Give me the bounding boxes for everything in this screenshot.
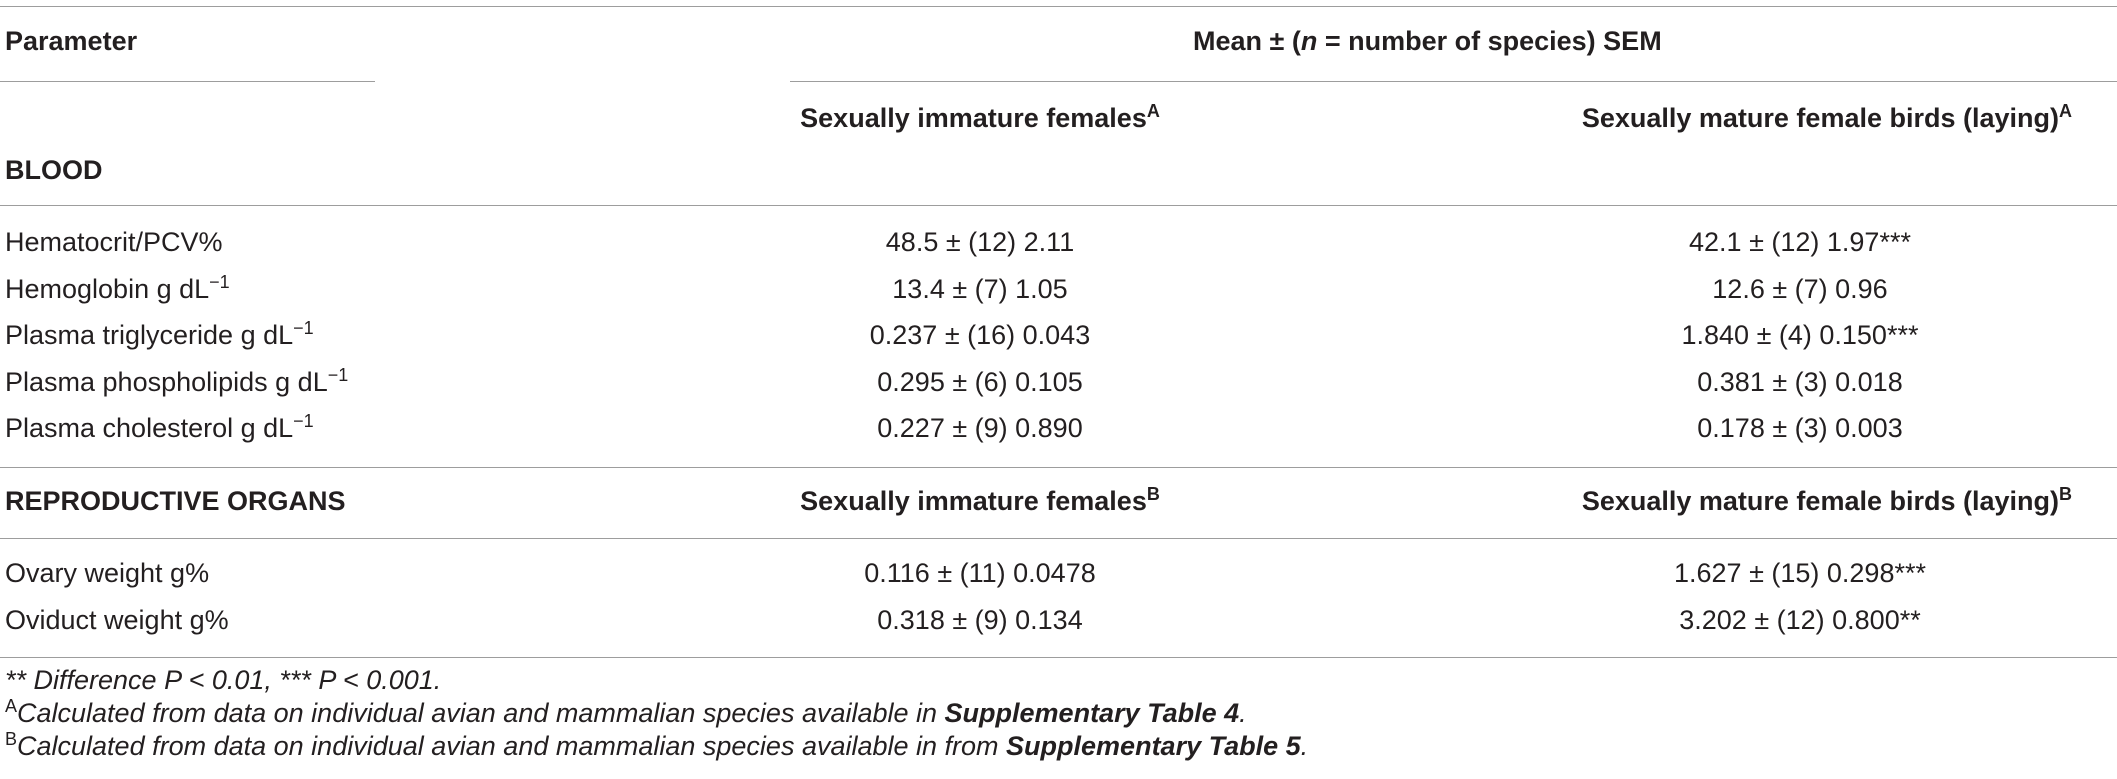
row-value-immature: 48.5 ± (12) 2.11 — [885, 227, 1075, 257]
row-value-mature: 3.202 ± (12) 0.800** — [1679, 605, 1921, 635]
blood-section-bottom-rule — [0, 467, 2117, 468]
footnote-b: BCalculated from data on individual avia… — [5, 729, 1309, 761]
row-value-mature: 1.627 ± (15) 0.298*** — [1674, 558, 1926, 588]
row-value-immature: 0.318 ± (9) 0.134 — [877, 605, 1083, 635]
row-label: Hematocrit/PCV% — [5, 227, 223, 257]
section-label-blood: BLOOD — [5, 155, 103, 185]
blood-col3-heading: Sexually mature female birds (laying)A — [1581, 101, 2072, 133]
row-value-mature: 12.6 ± (7) 0.96 — [1712, 274, 1888, 304]
mean-underline — [790, 81, 2117, 82]
row-value-immature: 0.116 ± (11) 0.0478 — [864, 558, 1096, 588]
table-bottom-rule — [0, 657, 2117, 658]
row-value-mature: 1.840 ± (4) 0.150*** — [1681, 320, 1919, 350]
parameter-underline — [0, 81, 375, 82]
row-label: Oviduct weight g% — [5, 605, 229, 635]
row-label: Plasma triglyceride g dL−1 — [5, 318, 314, 350]
row-value-immature: 13.4 ± (7) 1.05 — [892, 274, 1068, 304]
row-label: Plasma phospholipids g dL−1 — [5, 365, 349, 397]
footnote-significance: ** Difference P < 0.01, *** P < 0.001. — [5, 665, 442, 695]
row-value-mature: 42.1 ± (12) 1.97*** — [1689, 227, 1911, 257]
row-value-immature: 0.227 ± (9) 0.890 — [877, 413, 1083, 443]
blood-col2-heading: Sexually immature femalesA — [800, 101, 1160, 133]
row-label: Hemoglobin g dL−1 — [5, 272, 230, 304]
row-label: Ovary weight g% — [5, 558, 210, 588]
reproductive-col3-heading: Sexually mature female birds (laying)B — [1581, 484, 2072, 516]
blood-underline — [0, 205, 2117, 206]
reproductive-col2-heading: Sexually immature femalesB — [800, 484, 1160, 516]
footnote-a: ACalculated from data on individual avia… — [5, 696, 1247, 728]
row-label: Plasma cholesterol g dL−1 — [5, 411, 314, 443]
row-value-immature: 0.237 ± (16) 0.043 — [869, 320, 1091, 350]
header-parameter: Parameter — [5, 26, 138, 56]
row-value-immature: 0.295 ± (6) 0.105 — [877, 367, 1083, 397]
section-label-reproductive-organs: REPRODUCTIVE ORGANS — [5, 486, 346, 516]
row-value-mature: 0.178 ± (3) 0.003 — [1697, 413, 1903, 443]
header-mean: Mean ± (n = number of species) SEM — [1193, 26, 1662, 56]
reproductive-underline — [0, 538, 2117, 539]
top-rule — [0, 6, 2117, 7]
row-value-mature: 0.381 ± (3) 0.018 — [1697, 367, 1903, 397]
